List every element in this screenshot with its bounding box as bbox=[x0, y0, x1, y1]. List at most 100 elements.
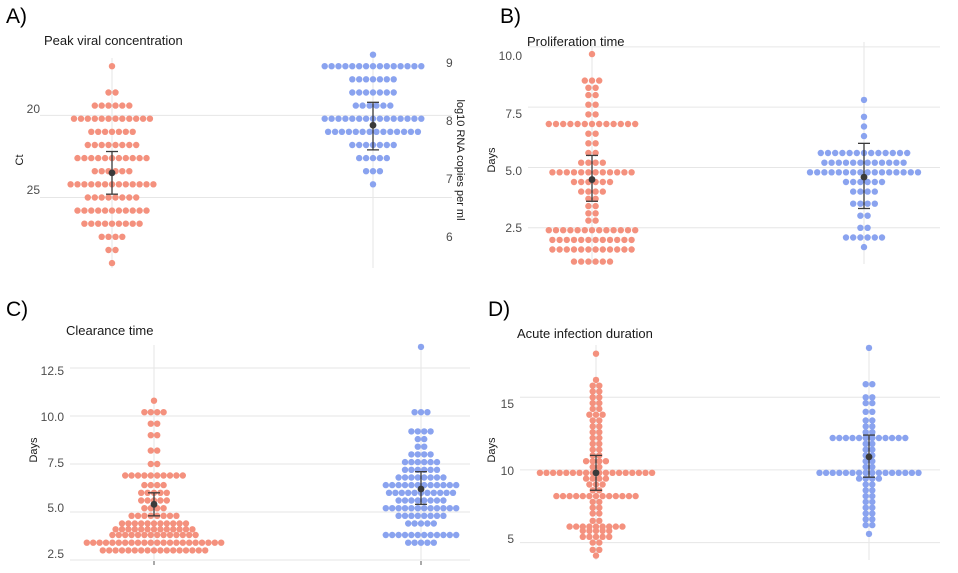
panel-c-group2-point bbox=[427, 482, 433, 488]
panel-c-group1-point bbox=[160, 540, 166, 546]
panel-a-group1-point bbox=[119, 142, 125, 148]
panel-b-group1-point bbox=[560, 121, 566, 127]
panel-a-group2-point bbox=[391, 63, 397, 69]
panel-c-group2-point bbox=[408, 482, 414, 488]
panel-a-group2-point bbox=[380, 102, 386, 108]
panel-c-group2-point bbox=[434, 505, 440, 511]
panel-d-group2-point bbox=[863, 516, 869, 522]
panel-c-group2-point bbox=[408, 505, 414, 511]
panel-c-group2-point bbox=[402, 505, 408, 511]
panel-c-group2-point bbox=[434, 459, 440, 465]
panel-b-group1-point bbox=[585, 203, 591, 209]
panel-c-group1-point bbox=[160, 513, 166, 519]
panel-d-group2-point bbox=[896, 470, 902, 476]
panel-a-group1-point bbox=[88, 181, 94, 187]
panel-d-group2-point bbox=[896, 435, 902, 441]
panel-a-group1-point bbox=[85, 142, 91, 148]
panel-b-group2-point bbox=[850, 160, 856, 166]
panel-c-group1-point bbox=[144, 526, 150, 532]
panel-a-group1-point bbox=[92, 116, 98, 122]
panel-d-group1-point bbox=[566, 523, 572, 529]
panel-d-group2-point bbox=[856, 475, 862, 481]
panel-a-group1-point bbox=[105, 234, 111, 240]
panel-b-group1-point bbox=[621, 169, 627, 175]
panel-c-group1-point bbox=[173, 532, 179, 538]
panel-c-group2-point bbox=[434, 532, 440, 538]
panel-a-y2-tick-6: 6 bbox=[446, 230, 453, 244]
panel-b-group2-point bbox=[839, 150, 845, 156]
panel-c-group1-point bbox=[154, 461, 160, 467]
panel-b-group1-point bbox=[556, 169, 562, 175]
panel-b-group2-point bbox=[832, 150, 838, 156]
panel-a-group1-point bbox=[74, 181, 80, 187]
panel-a-group1-point bbox=[126, 142, 132, 148]
panel-c-group1-point bbox=[125, 547, 131, 553]
panel-b-group2-point bbox=[872, 179, 878, 185]
panel-b-group2-point bbox=[861, 133, 867, 139]
panel-d-group1-point bbox=[590, 388, 596, 394]
panel-b-group1-point bbox=[603, 121, 609, 127]
panel-a-group1-point bbox=[109, 221, 115, 227]
panel-c-group2-point bbox=[392, 490, 398, 496]
panel-a-group2-point bbox=[353, 129, 359, 135]
panel-b-y-tick-2-5: 2.5 bbox=[505, 221, 522, 235]
panel-d-group2-point bbox=[836, 470, 842, 476]
panel-b-group2-point bbox=[861, 123, 867, 129]
panel-d-group2-mean-point bbox=[866, 453, 873, 460]
panel-d-group2-point bbox=[869, 505, 875, 511]
panel-d-group2-point bbox=[843, 435, 849, 441]
panel-b: B) Proliferation time Days 2.5 5.0 7.5 1… bbox=[486, 5, 940, 265]
panel-c-y-tick-12-5: 12.5 bbox=[41, 364, 65, 378]
panel-a-group2-point bbox=[370, 89, 376, 95]
panel-c-group2-point bbox=[402, 532, 408, 538]
panel-c-group2-point bbox=[402, 474, 408, 480]
panel-c-group1-point bbox=[132, 526, 138, 532]
panel-c-group2-point bbox=[427, 428, 433, 434]
panel-d-group1-point bbox=[619, 493, 625, 499]
panel-d-group2-point bbox=[863, 400, 869, 406]
panel-a-group2-point bbox=[380, 129, 386, 135]
panel-c-group2-point bbox=[415, 436, 421, 442]
panel-c-group2-point bbox=[431, 520, 437, 526]
panel-a-y2-tick-7: 7 bbox=[446, 172, 453, 186]
panel-c-group1-point bbox=[189, 526, 195, 532]
panel-a-group2-point bbox=[359, 102, 365, 108]
panel-a-group1-point bbox=[95, 181, 101, 187]
panel-c-group1-point bbox=[173, 472, 179, 478]
panel-c-group1-point bbox=[196, 547, 202, 553]
panel-c-group1-point bbox=[122, 540, 128, 546]
panel-c-group2-point bbox=[415, 505, 421, 511]
panel-b-group2-point bbox=[879, 169, 885, 175]
panel-b-group1-point bbox=[546, 121, 552, 127]
panel-c-group1-point bbox=[151, 398, 157, 404]
panel-b-group2-point bbox=[818, 150, 824, 156]
panel-c-group2-point bbox=[434, 497, 440, 503]
panel-c-group2-point bbox=[395, 482, 401, 488]
panel-a-group1-point bbox=[123, 221, 129, 227]
panel-b-group2-point bbox=[821, 160, 827, 166]
panel-b-group1-point bbox=[578, 169, 584, 175]
panel-d-group1-point bbox=[590, 423, 596, 429]
panel-a-group2-point bbox=[418, 63, 424, 69]
panel-d-group1-point bbox=[596, 429, 602, 435]
panel-a-group2-point bbox=[370, 168, 376, 174]
panel-a-group2-point bbox=[346, 129, 352, 135]
panel-c-group2-point bbox=[408, 467, 414, 473]
panel-a-group2-point bbox=[356, 116, 362, 122]
panel-c-group2-point bbox=[389, 482, 395, 488]
panel-c-y-tick-10-0: 10.0 bbox=[41, 410, 65, 424]
panel-b-group1-point bbox=[632, 227, 638, 233]
panel-b-group1-point bbox=[571, 169, 577, 175]
panel-c-group2-point bbox=[434, 482, 440, 488]
panel-c-group1-point bbox=[164, 497, 170, 503]
panel-a-group1-point bbox=[71, 116, 77, 122]
panel-a-y-tick-25: 25 bbox=[27, 183, 41, 197]
panel-a-group1-point bbox=[102, 181, 108, 187]
panel-c-group1-point bbox=[148, 532, 154, 538]
panel-a-group2-point bbox=[339, 129, 345, 135]
panel-d-group1-point bbox=[566, 493, 572, 499]
panel-b-group1-point bbox=[578, 188, 584, 194]
panel-c-group2-point bbox=[424, 520, 430, 526]
panel-c-group2-point bbox=[421, 459, 427, 465]
panel-c-group1-point bbox=[119, 526, 125, 532]
